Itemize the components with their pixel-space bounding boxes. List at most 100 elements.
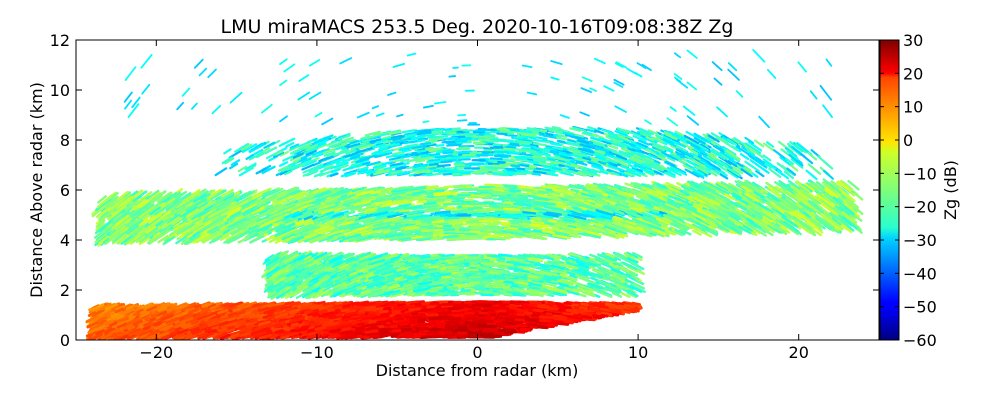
echo-streak — [669, 153, 683, 161]
echo-streak — [612, 142, 625, 149]
echo-streak — [809, 90, 818, 100]
echo-streak — [569, 153, 585, 159]
echo-streak — [489, 157, 503, 161]
echo-streak — [616, 127, 629, 134]
echo-streak — [191, 102, 198, 110]
echo-streak — [433, 134, 449, 139]
echo-streak — [509, 142, 520, 146]
echo-streak — [375, 168, 385, 173]
echo-streak — [387, 130, 402, 136]
echo-streak — [444, 136, 459, 140]
echo-streak — [817, 155, 834, 170]
echo-streak — [684, 168, 700, 178]
echo-streak — [523, 208, 538, 213]
echo-streak — [550, 161, 564, 166]
echo-streak — [539, 147, 551, 152]
echo-streak — [822, 104, 834, 119]
echo-streak — [298, 74, 310, 82]
echo-streak — [599, 139, 612, 145]
echo-streak — [428, 158, 441, 163]
echo-streak — [711, 148, 722, 156]
echo-streak — [768, 167, 782, 178]
echo-streak — [754, 159, 768, 169]
echo-streak — [779, 156, 791, 166]
echo-streak — [675, 78, 689, 89]
echo-streak — [406, 213, 422, 218]
echo-streak — [627, 170, 642, 178]
echo-streak — [406, 52, 417, 57]
echo-streak — [522, 147, 532, 151]
echo-streak — [285, 142, 295, 148]
echo-streak — [230, 159, 241, 166]
echo-streak — [402, 140, 418, 145]
echo-streak — [288, 160, 299, 167]
echo-streak — [651, 136, 664, 143]
echo-streak — [505, 228, 523, 233]
echo-streak — [633, 154, 643, 160]
echo-streak — [416, 165, 426, 169]
echo-streak — [597, 160, 607, 165]
echo-streak — [819, 84, 833, 101]
echo-streak — [350, 143, 367, 150]
echo-streak — [743, 166, 753, 174]
echo-streak — [555, 169, 566, 174]
echo-streak — [630, 141, 647, 150]
echo-streak — [661, 151, 673, 159]
echo-streak — [663, 133, 679, 143]
echo-streak — [823, 169, 834, 180]
echo-streak — [717, 136, 729, 144]
echo-streak — [615, 61, 627, 69]
echo-streak — [245, 154, 254, 160]
echo-streak — [689, 148, 699, 155]
echo-streak — [359, 168, 369, 173]
echo-streak — [642, 136, 657, 144]
echo-streak — [645, 136, 655, 142]
echo-streak — [407, 157, 424, 163]
echo-streak — [299, 140, 313, 148]
echo-streak — [531, 216, 542, 221]
echo-streak — [755, 156, 765, 164]
echo-streak — [424, 133, 436, 137]
echo-streak — [301, 159, 317, 168]
echo-streak — [375, 139, 386, 144]
echo-streak — [375, 112, 385, 117]
echo-streak — [248, 143, 265, 154]
echo-streak — [544, 126, 556, 131]
echo-streak — [795, 143, 808, 154]
echo-streak — [361, 138, 372, 144]
echo-streak — [323, 151, 336, 157]
echo-streak — [315, 138, 330, 146]
echo-streak — [618, 150, 633, 157]
echo-streak — [783, 170, 795, 180]
echo-streak — [651, 149, 660, 155]
echo-streak — [573, 171, 587, 177]
echo-streak — [693, 141, 710, 152]
echo-streak — [264, 146, 278, 155]
echo-streak — [663, 132, 678, 141]
echo-streak — [356, 111, 370, 119]
echo-streak — [719, 151, 735, 161]
echo-streak — [415, 159, 426, 163]
echo-streak — [509, 219, 524, 224]
echo-streak — [360, 135, 370, 140]
echo-streak — [605, 151, 614, 156]
upper-cloud — [214, 125, 834, 181]
echo-streak — [321, 117, 334, 126]
echo-streak — [419, 142, 431, 146]
echo-streak — [442, 128, 452, 131]
echo-streak — [544, 227, 556, 232]
echo-streak — [666, 166, 677, 173]
echo-streak — [518, 152, 534, 157]
echo-streak — [499, 130, 513, 133]
echo-streak — [662, 137, 675, 145]
echo-streak — [682, 164, 693, 171]
echo-streak — [675, 148, 692, 158]
echo-streak — [410, 135, 424, 140]
echo-streak — [228, 148, 245, 159]
echo-streak — [428, 149, 438, 153]
echo-streak — [643, 166, 653, 172]
echo-streak — [654, 152, 665, 159]
echo-streak — [355, 148, 368, 154]
echo-streak — [424, 146, 435, 150]
echo-streak — [678, 159, 688, 166]
